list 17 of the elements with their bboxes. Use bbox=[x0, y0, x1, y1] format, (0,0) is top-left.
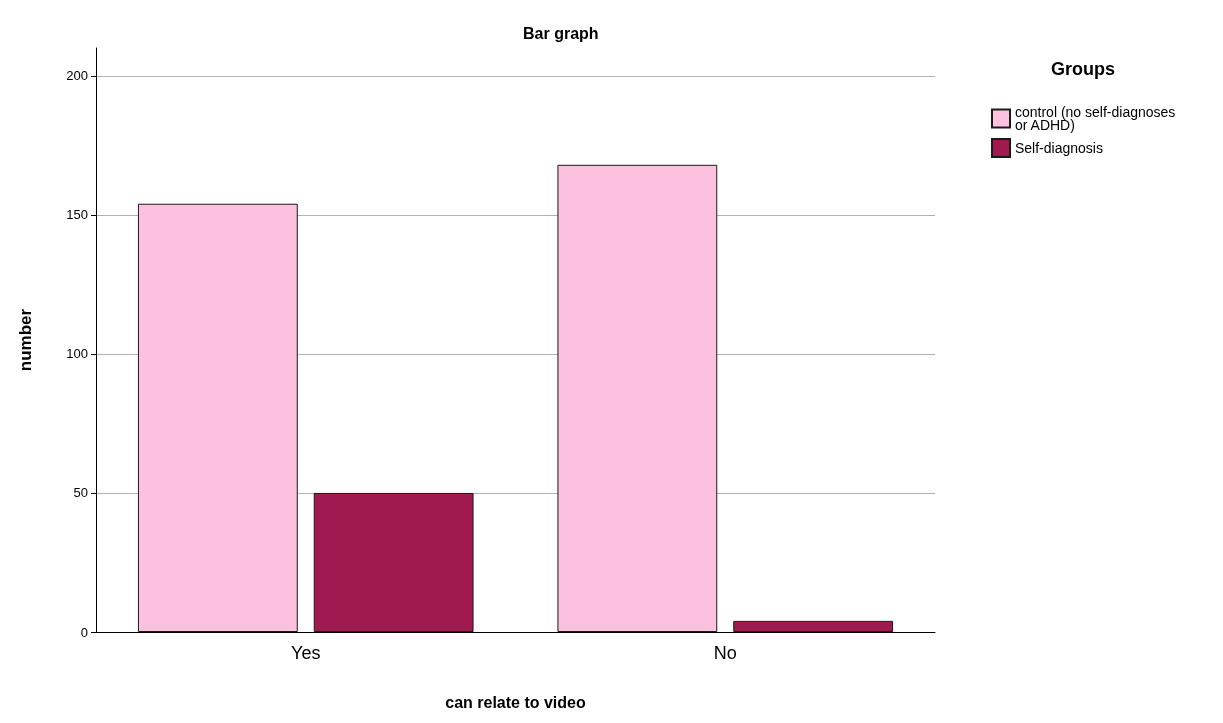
y-axis-title: number bbox=[16, 308, 35, 372]
legend-label: control (no self-diagnoses or ADHD) bbox=[1015, 104, 1180, 133]
bar bbox=[733, 620, 894, 632]
bar bbox=[557, 164, 718, 632]
y-tick-label: 200 bbox=[66, 68, 88, 84]
x-axis-title: can relate to video bbox=[445, 693, 586, 711]
y-tick-label: 150 bbox=[66, 207, 88, 223]
x-tick-label: No bbox=[713, 643, 737, 663]
bar bbox=[137, 203, 298, 632]
chart-title: Bar graph bbox=[523, 24, 599, 42]
y-tick-label: 50 bbox=[73, 485, 88, 501]
x-tick-label: Yes bbox=[291, 643, 321, 663]
y-tick-label: 0 bbox=[80, 624, 88, 640]
legend-label: Self-diagnosis bbox=[1015, 140, 1103, 156]
bar bbox=[313, 492, 474, 632]
y-tick-label: 100 bbox=[66, 346, 88, 362]
legend-title: Groups bbox=[1051, 59, 1116, 79]
